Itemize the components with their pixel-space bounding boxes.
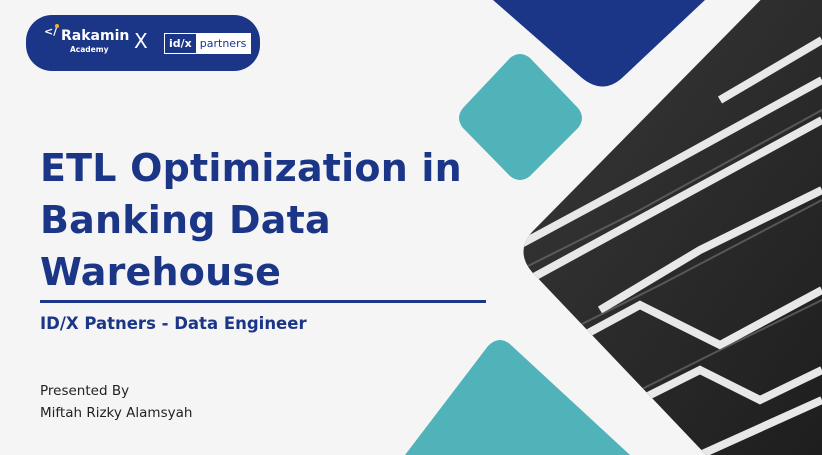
presented-by-label: Presented By [40, 383, 130, 399]
title-divider [40, 300, 486, 303]
slide-subtitle: ID/X Patners - Data Engineer [40, 314, 307, 333]
code-bracket-icon: </ [44, 25, 58, 38]
idx-partners-text: partners [195, 34, 251, 53]
slide-title: ETL Optimization in Banking Data Warehou… [40, 142, 510, 298]
navy-triangle [493, 0, 705, 87]
idx-partners-logo: id/x partners [164, 33, 252, 54]
teal-bottom-triangle [405, 340, 630, 455]
title-line: Warehouse [40, 250, 282, 294]
partner-logo-banner: </ Rakamin Academy X id/x partners [26, 15, 260, 71]
title-line: Banking Data [40, 198, 331, 242]
rakamin-sub: Academy [70, 45, 109, 54]
presenter-block: Presented By Miftah Rizky Alamsyah [40, 380, 192, 424]
title-line: ETL Optimization in [40, 146, 462, 190]
logo-separator: X [134, 29, 148, 53]
presenter-name: Miftah Rizky Alamsyah [40, 405, 193, 421]
logo-dot [55, 24, 59, 28]
teal-diamond [459, 54, 582, 180]
idx-mark: id/x [169, 37, 192, 50]
rakamin-name: Rakamin [61, 28, 130, 44]
